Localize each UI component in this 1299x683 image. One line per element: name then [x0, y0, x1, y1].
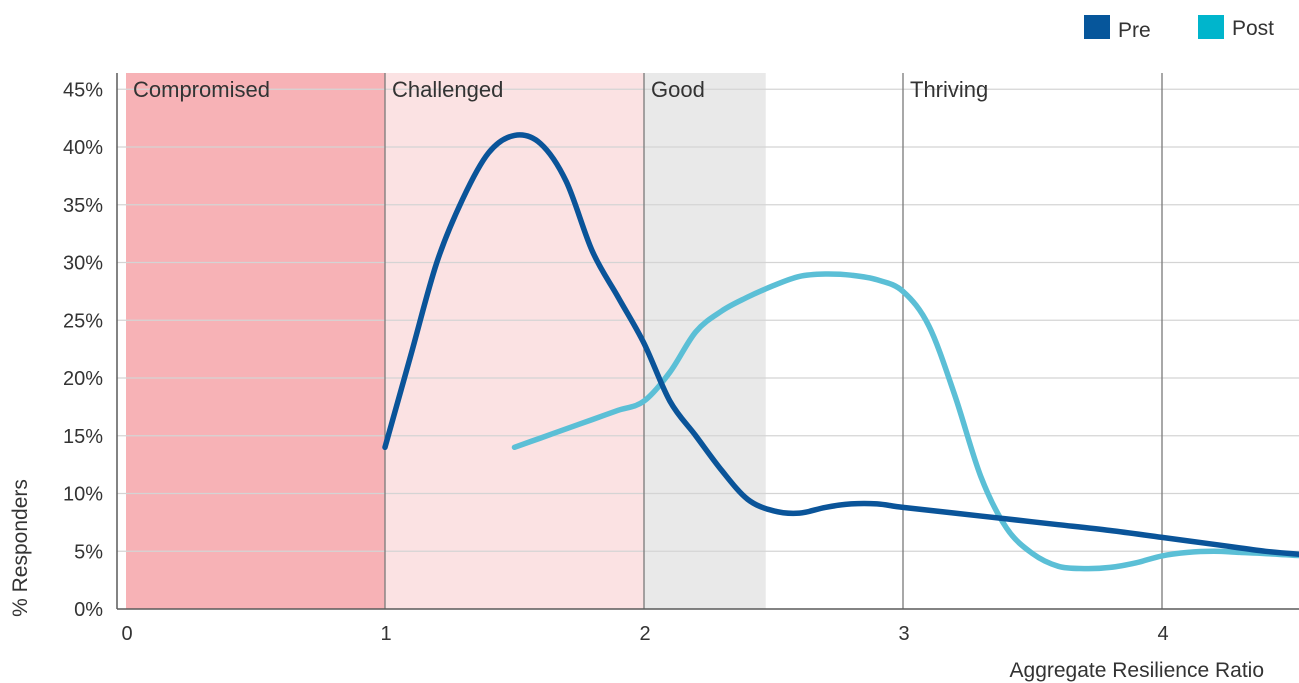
y-tick-label: 10%	[63, 484, 103, 506]
x-tick-label: 0	[121, 623, 132, 645]
legend: Pre Post	[1084, 15, 1274, 42]
x-tick-label: 4	[1157, 623, 1168, 645]
y-tick-label: 20%	[63, 368, 103, 390]
y-tick-label: 45%	[63, 79, 103, 101]
y-tick-label: 0%	[74, 599, 103, 621]
zone-label-challenged: Challenged	[392, 77, 503, 102]
series-line-pre	[382, 132, 1299, 558]
x-axis-title: Aggregate Resilience Ratio	[1010, 659, 1264, 682]
zone-labels: Compromised Challenged Good Thriving	[133, 77, 988, 102]
x-tick-labels: 0 1 2 3 4	[121, 623, 1168, 645]
legend-label-post: Post	[1232, 17, 1274, 40]
y-tick-label: 5%	[74, 541, 103, 563]
y-tick-label: 30%	[63, 253, 103, 275]
series-lines	[382, 132, 1299, 572]
x-tick-label: 3	[898, 623, 909, 645]
zone-band-challenged	[385, 73, 644, 609]
zone-label-thriving: Thriving	[910, 77, 988, 102]
zone-label-good: Good	[651, 77, 705, 102]
y-tick-label: 15%	[63, 426, 103, 448]
zone-bands	[126, 73, 1299, 609]
x-tick-label: 1	[380, 623, 391, 645]
zone-band-good	[644, 73, 766, 609]
legend-swatch-post	[1198, 15, 1224, 39]
zone-label-compromised: Compromised	[133, 77, 270, 102]
axes	[116, 73, 1299, 610]
gridlines	[117, 88, 1299, 552]
legend-swatch-pre	[1084, 15, 1110, 39]
x-tick-label: 2	[639, 623, 650, 645]
y-tick-label: 35%	[63, 195, 103, 217]
y-tick-labels: 0% 5% 10% 15% 20% 25% 30% 35% 40% 45%	[63, 79, 103, 621]
zone-band-compromised	[126, 73, 385, 609]
y-tick-label: 40%	[63, 137, 103, 159]
y-axis-title: % Responders	[9, 479, 32, 617]
y-tick-label: 25%	[63, 310, 103, 332]
series-line-post	[511, 271, 1299, 572]
zone-band-thriving	[903, 73, 1299, 609]
legend-label-pre: Pre	[1118, 19, 1151, 42]
